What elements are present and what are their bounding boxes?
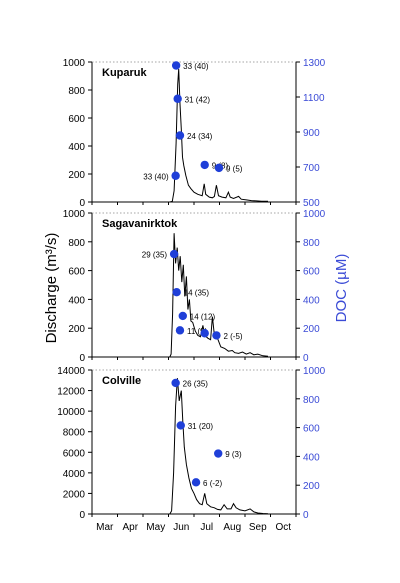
kuparuk-ytick-label: 800 bbox=[68, 86, 85, 97]
sagavanirktok-doc-label: 29 (35) bbox=[142, 251, 168, 260]
kuparuk-ytick-label: 600 bbox=[68, 114, 85, 125]
colville-ytick-label: 6000 bbox=[63, 448, 86, 459]
kuparuk-doc-point bbox=[175, 131, 185, 140]
colville-doc-label: 26 (35) bbox=[183, 379, 209, 388]
sagavanirktok-doc-point bbox=[175, 326, 185, 335]
sagavanirktok-doc-label: 14 (35) bbox=[184, 289, 210, 298]
sagavanirktok-ytick-label: 400 bbox=[68, 295, 85, 306]
colville-ytick-label: 14000 bbox=[57, 366, 85, 377]
kuparuk-doc-point bbox=[200, 160, 209, 170]
colville-y2tick-label: 200 bbox=[303, 481, 320, 492]
colville-ytick-label: 10000 bbox=[57, 407, 85, 418]
sagavanirktok-y2tick-label: 200 bbox=[303, 324, 320, 335]
kuparuk-y2tick-label: 1100 bbox=[303, 93, 325, 104]
sagavanirktok-doc-label: 2 (-5) bbox=[223, 332, 242, 341]
colville-ytick-label: 8000 bbox=[63, 428, 86, 439]
x-tick-label-aug: Aug bbox=[223, 522, 241, 533]
kuparuk-doc-point bbox=[173, 94, 182, 103]
kuparuk-y2tick-label: 1300 bbox=[303, 58, 326, 69]
discharge-axis-label: Discharge (m³/s) bbox=[43, 233, 60, 344]
sagavanirktok-ytick-label: 800 bbox=[68, 238, 85, 249]
colville-y2tick-label: 0 bbox=[303, 510, 309, 521]
panels: 0200400600800100050070090011001300Kuparu… bbox=[57, 58, 325, 533]
colville-y2tick-label: 800 bbox=[303, 395, 320, 406]
sagavanirktok-y2tick-label: 1000 bbox=[303, 209, 326, 220]
sagavanirktok-y2tick-label: 800 bbox=[303, 238, 320, 249]
panel-sagavanirktok: 0 200 400 600 800 1000 0 200 400 600 800 1000 Sagava… bbox=[63, 209, 326, 364]
kuparuk-discharge-line bbox=[155, 68, 268, 203]
colville-doc-point bbox=[176, 421, 185, 430]
sagavanirktok-title: Sagavanirktok bbox=[102, 218, 178, 230]
panel-kuparuk: 0 200 400 600 800 1000 500 700 900 1100 1300 Kuparu… bbox=[63, 58, 326, 209]
colville-y2tick-label: 400 bbox=[303, 452, 320, 463]
sagavanirktok-y2tick-label: 600 bbox=[303, 267, 320, 278]
sagavanirktok-ytick-label: 0 bbox=[79, 353, 85, 364]
colville-ytick-label: 0 bbox=[79, 510, 85, 521]
kuparuk-y2tick-label: 700 bbox=[303, 163, 320, 174]
doc-axis-label: DOC (µM) bbox=[333, 254, 350, 323]
sagavanirktok-doc-point bbox=[169, 249, 179, 259]
kuparuk-ytick-label: 1000 bbox=[63, 58, 86, 69]
sagavanirktok-doc-label: 11 (9) bbox=[187, 327, 208, 336]
sagavanirktok-doc-point bbox=[172, 288, 181, 297]
sagavanirktok-doc-point bbox=[200, 329, 209, 338]
kuparuk-doc-label: 24 (34) bbox=[187, 132, 213, 141]
kuparuk-y2tick-label: 900 bbox=[303, 128, 320, 139]
kuparuk-ytick-label: 0 bbox=[79, 198, 85, 209]
colville-ytick-label: 4000 bbox=[63, 469, 86, 480]
x-tick-label-mar: Mar bbox=[96, 522, 114, 533]
x-tick-label-sep: Sep bbox=[249, 522, 267, 533]
kuparuk-doc-label: 33 (40) bbox=[183, 62, 209, 71]
panel-colville: 0 2000 4000 6000 8000 10000 12000 14000 0 200 400 6… bbox=[57, 366, 325, 533]
sagavanirktok-y2tick-label: 0 bbox=[303, 353, 309, 364]
kuparuk-ytick-label: 200 bbox=[68, 170, 85, 181]
kuparuk-doc-point bbox=[171, 171, 180, 180]
sagavanirktok-doc-point bbox=[212, 331, 221, 340]
sagavanirktok-ytick-label: 200 bbox=[68, 324, 85, 335]
kuparuk-y2tick-label: 500 bbox=[303, 198, 320, 209]
colville-y2tick-label: 1000 bbox=[303, 366, 326, 377]
colville-y2tick-label: 600 bbox=[303, 424, 320, 435]
colville-doc-label: 9 (3) bbox=[225, 450, 242, 459]
kuparuk-doc-label: 33 (40) bbox=[143, 172, 169, 181]
sagavanirktok-doc-label: 14 (12) bbox=[190, 312, 216, 321]
sagavanirktok-ytick-label: 1000 bbox=[63, 209, 86, 220]
colville-discharge-line bbox=[155, 378, 269, 515]
x-tick-label-oct: Oct bbox=[275, 522, 291, 533]
colville-doc-point bbox=[214, 449, 223, 458]
colville-ytick-label: 12000 bbox=[57, 387, 85, 398]
kuparuk-ytick-label: 400 bbox=[68, 142, 85, 153]
x-tick-label-jul: Jul bbox=[200, 522, 213, 533]
colville-title: Colville bbox=[102, 375, 141, 387]
kuparuk-doc-label: 9 (5) bbox=[226, 164, 243, 173]
colville-doc-point bbox=[171, 378, 180, 388]
x-tick-label-apr: Apr bbox=[122, 522, 138, 533]
kuparuk-doc-point bbox=[214, 163, 224, 173]
colville-ytick-label: 2000 bbox=[63, 489, 86, 500]
sagavanirktok-ytick-label: 600 bbox=[68, 267, 85, 278]
sagavanirktok-doc-point bbox=[178, 311, 187, 321]
kuparuk-title: Kuparuk bbox=[102, 67, 148, 79]
x-tick-label-may: May bbox=[146, 522, 165, 533]
colville-doc-label: 31 (20) bbox=[188, 422, 214, 431]
colville-doc-point bbox=[191, 478, 201, 487]
sagavanirktok-y2tick-label: 400 bbox=[303, 295, 320, 306]
kuparuk-doc-point bbox=[171, 61, 181, 70]
x-tick-label-jun: Jun bbox=[173, 522, 189, 533]
kuparuk-doc-label: 31 (42) bbox=[185, 95, 211, 104]
colville-doc-label: 6 (-2) bbox=[203, 479, 222, 488]
